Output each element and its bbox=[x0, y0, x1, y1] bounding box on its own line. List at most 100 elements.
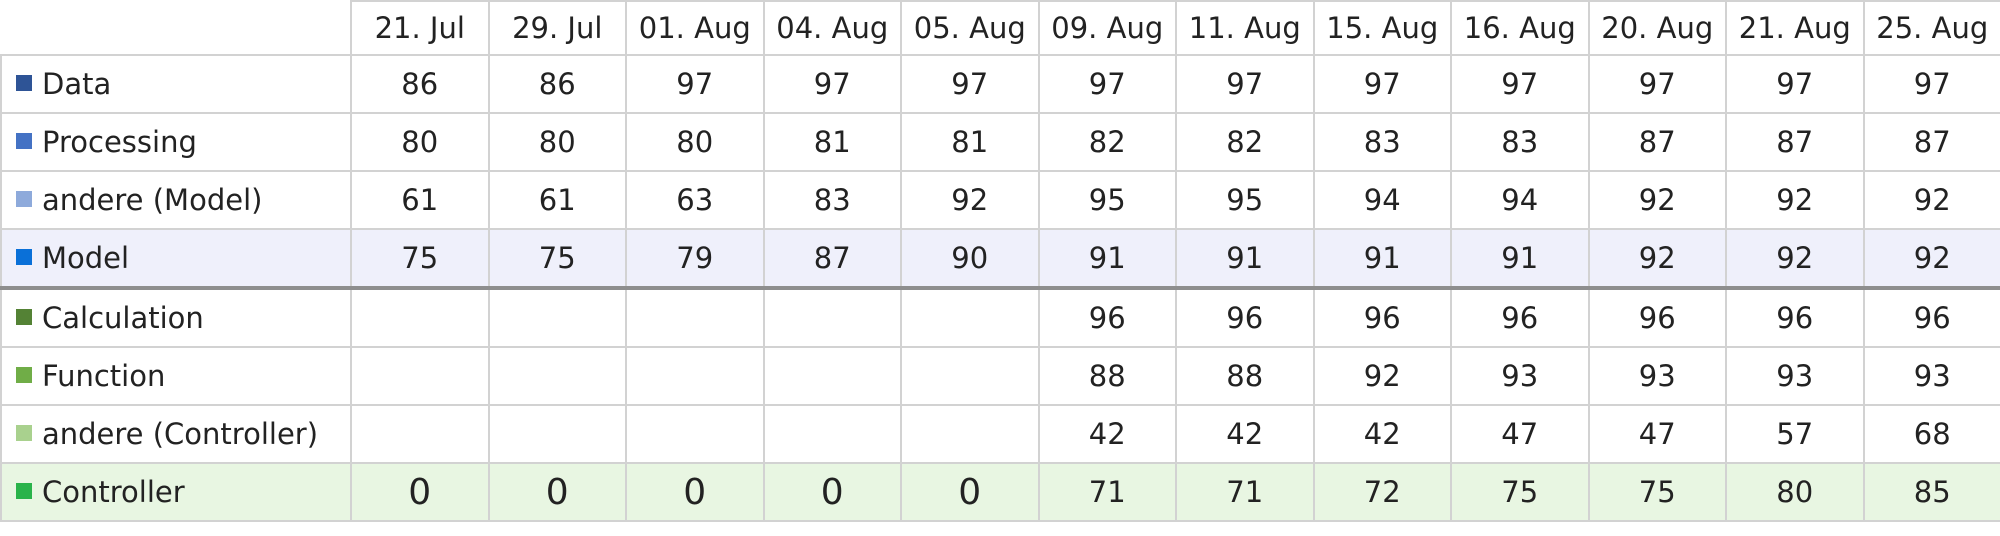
column-header: 09. Aug bbox=[1037, 0, 1177, 56]
value-cell: 92 bbox=[900, 170, 1040, 230]
value-cell: 95 bbox=[1037, 170, 1177, 230]
column-header: 05. Aug bbox=[900, 0, 1040, 56]
legend-swatch-icon bbox=[16, 133, 32, 149]
value-cell: 93 bbox=[1450, 346, 1590, 406]
value-cell: 90 bbox=[900, 228, 1040, 290]
value-cell: 82 bbox=[1037, 112, 1177, 172]
value-cell: 92 bbox=[1862, 170, 2000, 230]
value-cell: 83 bbox=[1450, 112, 1590, 172]
value-cell: 42 bbox=[1037, 404, 1177, 464]
table-row: Controller 0 0 0 0 0 71 71 72 75 75 80 85 bbox=[0, 462, 2000, 522]
table-row: andere (Controller) 42 42 42 47 47 57 68 bbox=[0, 404, 2000, 464]
column-header: 21. Aug bbox=[1725, 0, 1865, 56]
column-header: 04. Aug bbox=[762, 0, 902, 56]
value-cell: 80 bbox=[350, 112, 490, 172]
value-cell: 96 bbox=[1175, 287, 1315, 348]
legend-swatch-icon bbox=[16, 249, 32, 265]
value-cell: 93 bbox=[1587, 346, 1727, 406]
value-cell: 97 bbox=[1450, 54, 1590, 114]
value-cell: 0 bbox=[350, 462, 490, 522]
value-cell: 97 bbox=[1312, 54, 1452, 114]
value-cell: 79 bbox=[625, 228, 765, 290]
value-cell: 97 bbox=[762, 54, 902, 114]
table-row: Processing 80 80 80 81 81 82 82 83 83 87 87 87 bbox=[0, 112, 2000, 172]
value-cell bbox=[762, 404, 902, 464]
value-cell: 93 bbox=[1862, 346, 2000, 406]
column-header: 20. Aug bbox=[1587, 0, 1727, 56]
row-label: Data bbox=[42, 67, 112, 101]
row-label: Model bbox=[42, 241, 130, 275]
value-cell: 57 bbox=[1725, 404, 1865, 464]
value-cell: 47 bbox=[1587, 404, 1727, 464]
value-cell: 88 bbox=[1175, 346, 1315, 406]
column-header: 25. Aug bbox=[1862, 0, 2000, 56]
value-cell: 92 bbox=[1312, 346, 1452, 406]
value-cell bbox=[350, 404, 490, 464]
value-cell: 97 bbox=[1862, 54, 2000, 114]
value-cell: 92 bbox=[1587, 228, 1727, 290]
legend-swatch-icon bbox=[16, 309, 32, 325]
value-cell: 72 bbox=[1312, 462, 1452, 522]
value-cell: 91 bbox=[1450, 228, 1590, 290]
value-cell: 94 bbox=[1312, 170, 1452, 230]
column-header: 21. Jul bbox=[350, 0, 490, 56]
legend-swatch-icon bbox=[16, 367, 32, 383]
value-cell: 0 bbox=[625, 462, 765, 522]
value-cell bbox=[762, 346, 902, 406]
value-cell: 71 bbox=[1037, 462, 1177, 522]
legend-swatch-icon bbox=[16, 425, 32, 441]
table-body: Data 86 86 97 97 97 97 97 97 97 97 97 97 Processing 80… bbox=[0, 54, 2000, 522]
row-label-cell: Data bbox=[0, 54, 352, 114]
row-label: Controller bbox=[42, 475, 185, 509]
value-cell: 96 bbox=[1312, 287, 1452, 348]
table-row: Model 75 75 79 87 90 91 91 91 91 92 92 92 bbox=[0, 228, 2000, 290]
value-cell: 94 bbox=[1450, 170, 1590, 230]
value-cell: 92 bbox=[1725, 228, 1865, 290]
row-label: andere (Controller) bbox=[42, 417, 319, 451]
column-header: 15. Aug bbox=[1312, 0, 1452, 56]
column-header: 29. Jul bbox=[487, 0, 627, 56]
value-cell: 61 bbox=[350, 170, 490, 230]
value-cell: 83 bbox=[1312, 112, 1452, 172]
value-cell: 75 bbox=[350, 228, 490, 290]
value-cell: 83 bbox=[762, 170, 902, 230]
value-cell: 42 bbox=[1175, 404, 1315, 464]
value-cell: 82 bbox=[1175, 112, 1315, 172]
value-cell bbox=[487, 287, 627, 348]
value-cell: 93 bbox=[1725, 346, 1865, 406]
value-cell: 81 bbox=[762, 112, 902, 172]
value-cell: 91 bbox=[1312, 228, 1452, 290]
value-cell: 61 bbox=[487, 170, 627, 230]
value-cell bbox=[900, 287, 1040, 348]
column-header: 01. Aug bbox=[625, 0, 765, 56]
value-cell: 68 bbox=[1862, 404, 2000, 464]
value-cell: 91 bbox=[1037, 228, 1177, 290]
value-cell: 96 bbox=[1037, 287, 1177, 348]
legend-swatch-icon bbox=[16, 483, 32, 499]
column-header: 11. Aug bbox=[1175, 0, 1315, 56]
row-label-cell: Controller bbox=[0, 462, 352, 522]
row-label-cell: Calculation bbox=[0, 287, 352, 348]
value-cell: 47 bbox=[1450, 404, 1590, 464]
value-cell: 42 bbox=[1312, 404, 1452, 464]
value-cell bbox=[350, 346, 490, 406]
table-row: Data 86 86 97 97 97 97 97 97 97 97 97 97 bbox=[0, 54, 2000, 114]
value-cell bbox=[762, 287, 902, 348]
value-cell: 88 bbox=[1037, 346, 1177, 406]
value-cell: 97 bbox=[1175, 54, 1315, 114]
legend-swatch-icon bbox=[16, 191, 32, 207]
value-cell bbox=[625, 287, 765, 348]
row-label-cell: Function bbox=[0, 346, 352, 406]
row-label: Processing bbox=[42, 125, 197, 159]
row-label: Calculation bbox=[42, 301, 204, 335]
header-row: 21. Jul 29. Jul 01. Aug 04. Aug 05. Aug 09. A… bbox=[1, 0, 2000, 56]
value-cell: 97 bbox=[1725, 54, 1865, 114]
value-cell: 96 bbox=[1862, 287, 2000, 348]
value-cell: 91 bbox=[1175, 228, 1315, 290]
row-label-cell: andere (Controller) bbox=[0, 404, 352, 464]
row-label-cell: andere (Model) bbox=[0, 170, 352, 230]
value-cell: 95 bbox=[1175, 170, 1315, 230]
value-cell: 92 bbox=[1725, 170, 1865, 230]
value-cell: 86 bbox=[350, 54, 490, 114]
value-cell: 80 bbox=[487, 112, 627, 172]
